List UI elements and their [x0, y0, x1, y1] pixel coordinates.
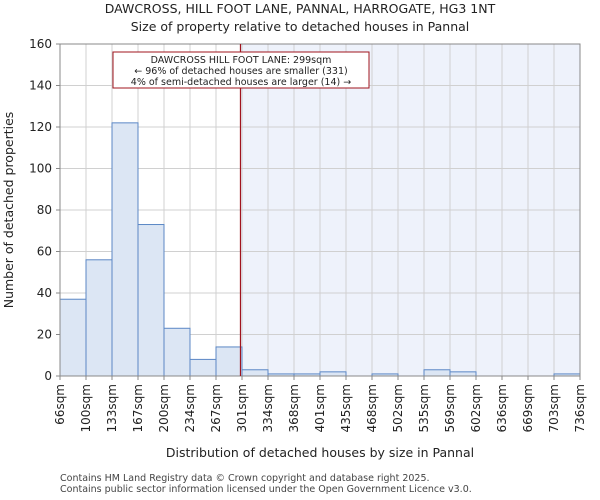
x-tick-label: 435sqm [339, 384, 353, 432]
x-tick-label: 703sqm [547, 384, 561, 432]
x-tick-label: 669sqm [521, 384, 535, 432]
x-tick-label: 569sqm [443, 384, 457, 432]
x-tick-label: 368sqm [287, 384, 301, 432]
x-tick-label: 636sqm [495, 384, 509, 432]
histogram-chart: 0 20 40 60 80 100 120 140 160 66sqm 100sqm 133sqm 16… [1, 37, 587, 460]
x-axis-label: Distribution of detached houses by size … [166, 445, 474, 460]
chart-subtitle: Size of property relative to detached ho… [130, 19, 470, 34]
bar [241, 369, 269, 377]
x-tick-label: 66sqm [53, 384, 67, 425]
y-tick-label: 120 [29, 120, 52, 134]
x-tick-label: 502sqm [391, 384, 405, 432]
y-tick-label: 100 [29, 162, 52, 176]
bar [449, 371, 477, 377]
y-tick-label: 0 [44, 369, 52, 383]
chart-title: DAWCROSS, HILL FOOT LANE, PANNAL, HARROG… [104, 1, 496, 16]
y-axis-label: Number of detached properties [1, 112, 16, 309]
bar [85, 259, 113, 377]
x-tick-label: 334sqm [261, 384, 275, 432]
footer-line-1: Contains HM Land Registry data © Crown c… [60, 473, 430, 484]
annotation-line: 4% of semi-detached houses are larger (1… [131, 77, 351, 88]
x-tick-label: 468sqm [365, 384, 379, 432]
x-tick-label: 301sqm [235, 384, 249, 432]
x-tick-label: 133sqm [105, 384, 119, 432]
x-tick-label: 535sqm [417, 384, 431, 432]
x-tick-label: 167sqm [131, 384, 145, 432]
annotation-box [112, 51, 370, 89]
x-tick-label: 736sqm [573, 384, 587, 432]
bar [215, 346, 243, 377]
footer-line-2: Contains public sector information licen… [60, 484, 472, 495]
annotation-line: ← 96% of detached houses are smaller (33… [134, 66, 347, 77]
x-tick-label: 234sqm [183, 384, 197, 432]
x-tick-label: 200sqm [157, 384, 171, 432]
y-tick-label: 160 [29, 37, 52, 51]
x-tick-label: 401sqm [313, 384, 327, 432]
x-tick-label: 267sqm [209, 384, 223, 432]
bar [163, 327, 191, 377]
bar [59, 298, 87, 377]
bar [423, 369, 451, 377]
bar [189, 358, 217, 377]
y-tick-label: 40 [37, 286, 52, 300]
y-tick-label: 20 [37, 328, 52, 342]
bar [111, 122, 139, 377]
y-tick-label: 80 [37, 203, 52, 217]
x-tick-label: 100sqm [79, 384, 93, 432]
bar [137, 224, 165, 377]
annotation-line: DAWCROSS HILL FOOT LANE: 299sqm [151, 55, 332, 66]
x-tick-label: 602sqm [469, 384, 483, 432]
bar [319, 371, 347, 377]
y-tick-label: 140 [29, 79, 52, 93]
y-tick-label: 60 [37, 245, 52, 259]
